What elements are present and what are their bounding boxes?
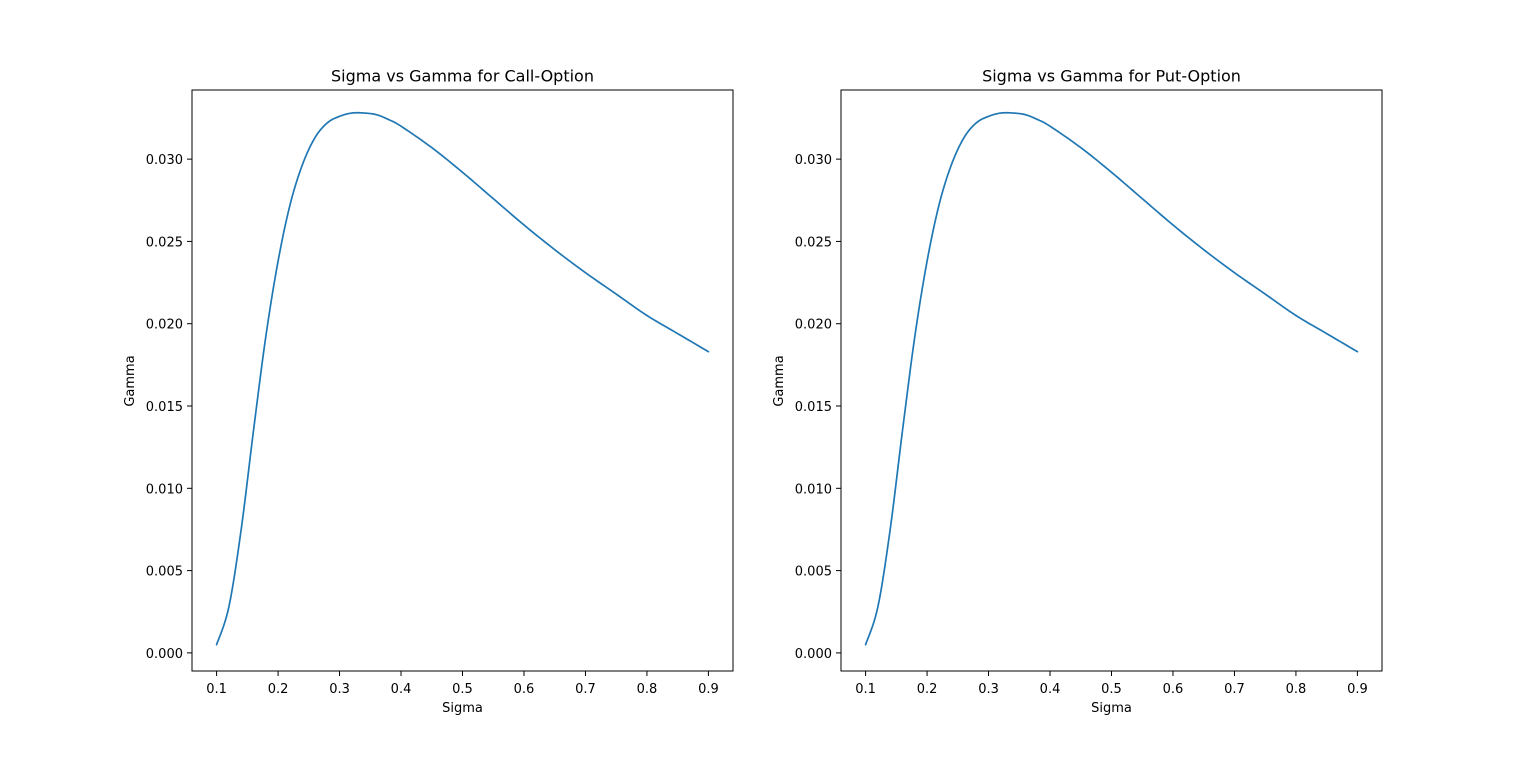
call-option-x-tick-label: 0.4	[391, 682, 412, 697]
call-option-gamma-line	[215, 111, 710, 646]
call-option-x-tick-label: 0.6	[514, 682, 535, 697]
call-option-plot: Sigma vs Gamma for Call-Option Sigma Gam…	[123, 67, 734, 716]
call-option-y-tick-label: 0.030	[146, 153, 183, 168]
call-option-y-tick-label: 0.015	[146, 400, 183, 415]
put-option-y-axis-label: Gamma	[772, 355, 787, 406]
call-option-title: Sigma vs Gamma for Call-Option	[331, 67, 594, 86]
put-option-y-tick-label: 0.010	[795, 482, 832, 497]
call-option-x-tick-label: 0.8	[637, 682, 658, 697]
call-option-plot-frame	[191, 89, 734, 672]
call-option-ticks: 0.1 0.2 0.3 0.4 0.5 0.6 0.7 0.8 0.9 0.000 0.005 0.0…	[146, 153, 719, 697]
put-option-y-tick-label: 0.000	[795, 647, 832, 662]
call-option-x-tick-label: 0.3	[329, 682, 350, 697]
call-option-y-tick-label: 0.000	[146, 647, 183, 662]
put-option-x-axis-label: Sigma	[1091, 701, 1132, 716]
put-option-plot-frame	[840, 89, 1383, 672]
put-option-y-tick-label: 0.005	[795, 565, 832, 580]
put-option-y-tick-label: 0.015	[795, 400, 832, 415]
put-option-title: Sigma vs Gamma for Put-Option	[982, 67, 1241, 86]
put-option-y-tick-label: 0.030	[795, 153, 832, 168]
put-option-x-tick-label: 0.7	[1224, 682, 1245, 697]
put-option-plot: Sigma vs Gamma for Put-Option Sigma Gamm…	[772, 67, 1383, 716]
call-option-y-tick-label: 0.005	[146, 565, 183, 580]
put-option-x-tick-label: 0.1	[855, 682, 876, 697]
put-option-ticks: 0.1 0.2 0.3 0.4 0.5 0.6 0.7 0.8 0.9 0.000 0.005 0.0…	[795, 153, 1368, 697]
put-option-y-tick-label: 0.020	[795, 318, 832, 333]
put-option-x-tick-label: 0.3	[978, 682, 999, 697]
put-option-x-tick-label: 0.4	[1040, 682, 1061, 697]
call-option-y-tick-label: 0.010	[146, 482, 183, 497]
put-option-x-tick-label: 0.2	[917, 682, 938, 697]
call-option-x-axis-label: Sigma	[442, 701, 483, 716]
call-option-y-tick-label: 0.025	[146, 235, 183, 250]
call-option-y-axis-label: Gamma	[123, 355, 138, 406]
call-option-x-tick-label: 0.1	[206, 682, 227, 697]
put-option-x-tick-label: 0.9	[1347, 682, 1368, 697]
call-option-x-tick-label: 0.2	[268, 682, 289, 697]
put-option-gamma-line	[864, 111, 1359, 646]
call-option-x-tick-label: 0.5	[452, 682, 473, 697]
call-option-x-tick-label: 0.7	[575, 682, 596, 697]
put-option-x-tick-label: 0.5	[1101, 682, 1122, 697]
call-option-y-tick-label: 0.020	[146, 318, 183, 333]
put-option-x-tick-label: 0.6	[1163, 682, 1184, 697]
put-option-x-tick-label: 0.8	[1286, 682, 1307, 697]
put-option-y-tick-label: 0.025	[795, 235, 832, 250]
call-option-x-tick-label: 0.9	[698, 682, 719, 697]
